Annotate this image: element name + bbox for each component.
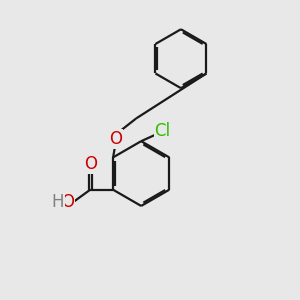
Text: O: O (61, 193, 74, 211)
Text: O: O (109, 130, 122, 148)
Text: H: H (52, 193, 64, 211)
Text: Cl: Cl (154, 122, 171, 140)
Text: O: O (84, 155, 97, 173)
